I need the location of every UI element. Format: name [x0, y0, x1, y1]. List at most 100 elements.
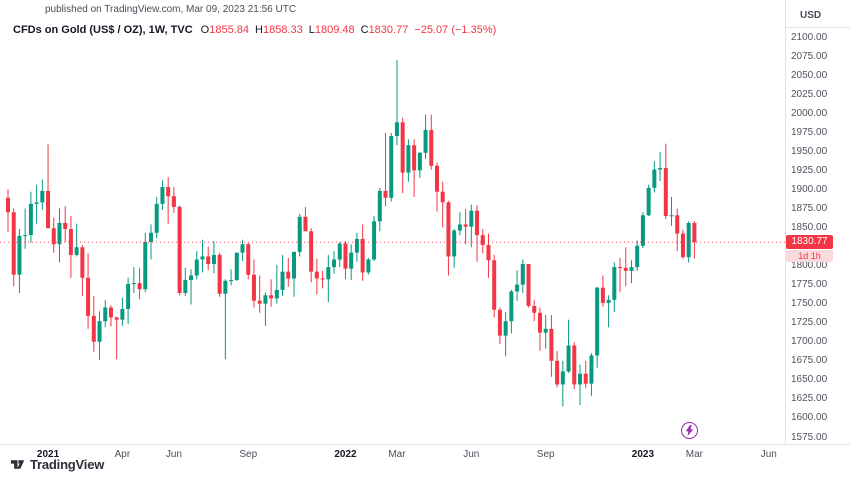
candle[interactable]: [6, 189, 10, 233]
candle[interactable]: [394, 59, 399, 146]
candle[interactable]: [234, 252, 239, 281]
candle[interactable]: [171, 187, 176, 213]
candle[interactable]: [223, 279, 228, 360]
candle[interactable]: [137, 267, 142, 300]
candle[interactable]: [389, 133, 394, 202]
time-tick-month[interactable]: Apr: [114, 449, 131, 460]
candle[interactable]: [251, 259, 256, 308]
candle[interactable]: [520, 259, 525, 293]
candle[interactable]: [51, 217, 56, 253]
candle[interactable]: [189, 269, 194, 305]
candle[interactable]: [549, 315, 554, 377]
candle[interactable]: [635, 240, 640, 271]
time-tick-month[interactable]: Sep: [536, 449, 555, 460]
candle[interactable]: [360, 224, 365, 281]
candle[interactable]: [183, 267, 188, 297]
candle[interactable]: [143, 232, 148, 293]
candle[interactable]: [429, 114, 434, 170]
candle[interactable]: [480, 229, 485, 254]
candle[interactable]: [366, 257, 371, 275]
candle[interactable]: [11, 208, 16, 287]
candle[interactable]: [206, 246, 211, 271]
candle[interactable]: [503, 312, 508, 357]
candle[interactable]: [303, 206, 308, 232]
candle[interactable]: [57, 208, 62, 263]
candle[interactable]: [532, 299, 537, 322]
candle[interactable]: [120, 297, 125, 326]
candle[interactable]: [572, 342, 577, 389]
candle[interactable]: [217, 252, 222, 297]
time-tick-month[interactable]: Sep: [239, 449, 258, 460]
candle[interactable]: [97, 311, 102, 361]
candle[interactable]: [509, 289, 514, 334]
candle[interactable]: [354, 232, 359, 262]
candle[interactable]: [589, 353, 594, 396]
candle[interactable]: [229, 269, 234, 286]
candle[interactable]: [320, 270, 325, 289]
symbol-title[interactable]: CFDs on Gold (US$ / OZ), 1W, TVC: [13, 24, 193, 36]
candle[interactable]: [74, 223, 79, 257]
candle[interactable]: [149, 224, 153, 260]
time-tick-month[interactable]: Jun: [760, 449, 777, 460]
candle[interactable]: [280, 254, 285, 297]
candle[interactable]: [194, 251, 199, 280]
candle[interactable]: [406, 139, 411, 182]
candle[interactable]: [600, 275, 605, 307]
publication-marker[interactable]: [681, 422, 698, 439]
candle[interactable]: [40, 179, 45, 210]
candle[interactable]: [326, 254, 331, 303]
candle[interactable]: [286, 257, 291, 287]
candle[interactable]: [675, 208, 680, 252]
candle[interactable]: [240, 239, 245, 261]
candle[interactable]: [28, 191, 33, 243]
candle[interactable]: [91, 296, 96, 352]
time-tick-month[interactable]: Jun: [463, 449, 480, 460]
candle[interactable]: [543, 315, 548, 349]
candle[interactable]: [692, 221, 697, 259]
candle[interactable]: [80, 245, 85, 297]
candle[interactable]: [126, 277, 131, 325]
candle[interactable]: [475, 205, 480, 262]
candle[interactable]: [526, 264, 531, 308]
candle[interactable]: [34, 184, 39, 224]
candle[interactable]: [337, 241, 342, 268]
time-tick-year[interactable]: 2021: [36, 449, 60, 460]
candle[interactable]: [23, 208, 28, 249]
candle[interactable]: [680, 229, 685, 259]
candle[interactable]: [63, 206, 68, 242]
time-tick-month[interactable]: Mar: [388, 449, 406, 460]
candle[interactable]: [457, 212, 462, 236]
candle[interactable]: [114, 316, 119, 360]
candle[interactable]: [578, 364, 582, 405]
candle[interactable]: [452, 229, 457, 268]
candle[interactable]: [372, 216, 377, 261]
time-axis[interactable]: 2021 Apr Jun Sep 2022 Mar Jun Sep 2023 Mar Jun: [0, 444, 786, 466]
candle[interactable]: [566, 319, 571, 373]
candle[interactable]: [515, 270, 520, 301]
candle[interactable]: [200, 239, 205, 273]
candle[interactable]: [469, 204, 474, 248]
candle[interactable]: [652, 161, 657, 193]
price-axis[interactable]: USD 2100.00 2075.00 2050.00 2025.00 2000.00 1…: [786, 0, 850, 444]
candle[interactable]: [17, 229, 22, 293]
candle[interactable]: [417, 152, 422, 178]
candle[interactable]: [211, 241, 216, 274]
candle[interactable]: [669, 197, 674, 226]
candle[interactable]: [314, 258, 319, 295]
candle[interactable]: [555, 350, 560, 388]
candle[interactable]: [612, 262, 617, 313]
candle[interactable]: [463, 209, 468, 245]
candle[interactable]: [435, 162, 439, 212]
chart-legend[interactable]: CFDs on Gold (US$ / OZ), 1W, TVC O1855.84…: [13, 24, 496, 36]
candle[interactable]: [103, 299, 108, 328]
candle[interactable]: [297, 213, 302, 257]
candle[interactable]: [131, 267, 136, 293]
candle[interactable]: [166, 177, 171, 224]
candle[interactable]: [160, 180, 165, 210]
candle[interactable]: [595, 286, 600, 368]
candle[interactable]: [246, 242, 251, 280]
candle[interactable]: [423, 114, 428, 159]
candle[interactable]: [623, 247, 628, 287]
tradingview-brand-link[interactable]: TradingView: [10, 457, 104, 472]
